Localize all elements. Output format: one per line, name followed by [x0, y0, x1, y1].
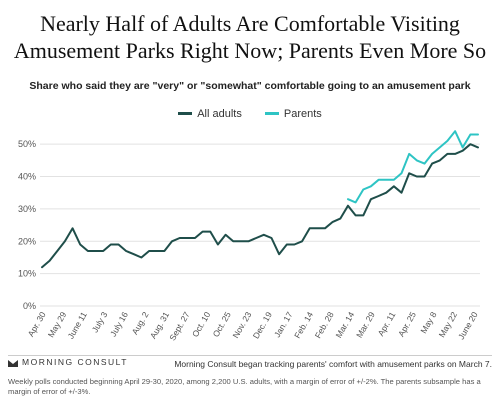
x-tick-label: Mar. 29 [354, 310, 377, 340]
x-tick-label: Feb. 28 [313, 310, 336, 340]
x-tick-label: Apr. 25 [396, 310, 418, 339]
y-tick-label: 50% [18, 139, 36, 149]
y-tick-label: 10% [18, 269, 36, 279]
x-tick-label: June 20 [456, 310, 480, 341]
x-tick-label: Apr. 30 [26, 310, 48, 339]
legend-swatch-all-adults [178, 112, 193, 115]
legend-label-parents: Parents [283, 107, 322, 120]
x-tick-label: May 8 [418, 310, 438, 335]
x-tick-label: Sept. 27 [167, 310, 192, 343]
brand-logo: MORNING CONSULT [8, 357, 128, 367]
y-tick-label: 30% [18, 204, 36, 214]
legend-item-parents: Parents [264, 107, 322, 120]
legend: All adults Parents [0, 106, 500, 120]
x-tick-label: Oct. 10 [190, 310, 212, 339]
chart-title: Nearly Half of Adults Are Comfortable Vi… [0, 10, 500, 64]
legend-swatch-parents [264, 112, 279, 115]
y-tick-label: 40% [18, 172, 36, 182]
legend-label-all-adults: All adults [197, 107, 242, 120]
series-line-parents [347, 130, 479, 204]
y-tick-label: 20% [18, 236, 36, 246]
morning-consult-logo-icon [8, 360, 18, 367]
chart-subtitle: Share who said they are "very" or "somew… [29, 80, 471, 92]
y-tick-label: 0% [23, 301, 36, 311]
x-tick-label: Apr. 11 [376, 310, 398, 338]
footer-divider [8, 355, 492, 356]
series-line-all-adults [41, 143, 479, 269]
methodology-note: Weekly polls conducted beginning April 2… [8, 377, 481, 396]
x-tick-label: Dec. 19 [251, 310, 274, 341]
x-tick-label: Aug. 2 [130, 310, 151, 337]
x-tick-label: June 11 [65, 310, 89, 341]
x-tick-label: July 3 [90, 310, 110, 334]
title-line-1: Nearly Half of Adults Are Comfortable Vi… [40, 11, 460, 36]
legend-item-all-adults: All adults [178, 108, 242, 120]
chart-note: Morning Consult began tracking parents' … [174, 359, 492, 369]
title-line-2: Amusement Parks Right Now; Parents Even … [13, 38, 487, 63]
x-tick-label: July 16 [108, 310, 130, 339]
brand-name: MORNING CONSULT [22, 357, 128, 367]
